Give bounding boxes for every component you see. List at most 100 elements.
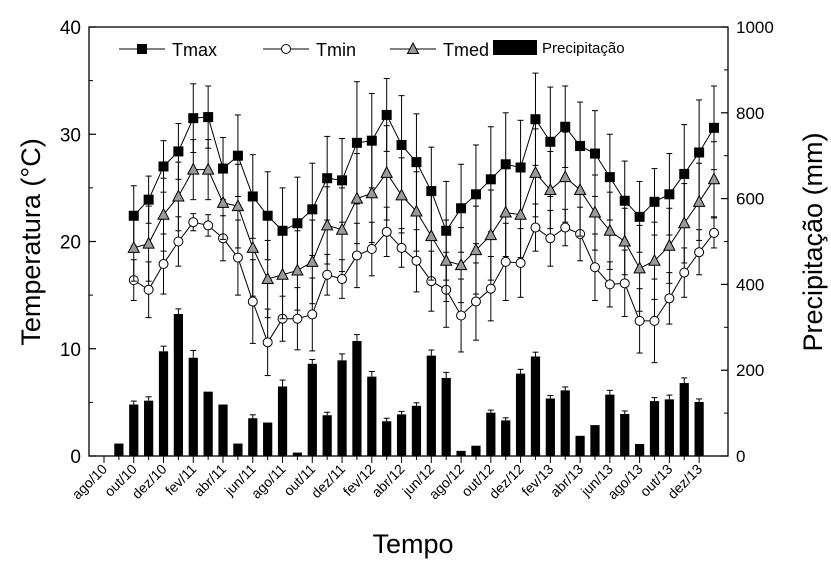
tmax-point [351,137,362,148]
tmed-point [663,238,676,251]
precipitation-bar [144,400,154,456]
legend-marker-tmin [281,44,291,54]
tmed-point [320,218,334,231]
legend-label-tmax: Tmax [172,40,217,60]
precipitation-bar [188,357,198,456]
tmax-point [307,204,318,215]
tmin-point [500,256,511,267]
precipitation-bar [664,399,674,456]
tmin-point [515,257,526,268]
tmin-point [619,278,630,289]
precipitation-bar [605,394,615,456]
tmed-point [216,195,230,208]
tmed-point [424,229,438,242]
plot-frame [88,26,729,457]
tmed-point [231,199,245,212]
x-tick-label: abr/11 [190,461,229,500]
tmin-point [604,279,615,290]
y-right-tick-label: 1000 [736,18,774,37]
tmed-point [157,207,170,220]
legend-label-tmed: Tmed [443,40,489,60]
tmax-point [634,211,645,222]
legend: Tmax Tmin Tmed Precipitação [119,40,625,60]
tmin-point [634,315,645,326]
precipitation-bar [233,443,243,456]
tmin-point [396,242,407,253]
tmax-point [322,173,333,184]
precipitation-bar [396,414,407,456]
tmed-point [529,165,542,178]
tmed-point [544,182,557,196]
tmin-point [649,315,660,326]
precipitation-bar [515,373,526,456]
x-axis-label: Tempo [372,529,453,559]
precipitation-bar [292,452,303,456]
tmax-point [456,203,467,214]
tmin-point [664,293,675,304]
tmed-point [588,205,602,218]
tmin-point [351,250,362,261]
tmin-point [589,262,600,273]
precipitation-bar [337,360,347,456]
x-tick-label: dez/10 [129,461,170,502]
precipitation-bar [248,418,258,456]
tmin-point [322,269,333,280]
y-axis-left-label: Temperatura (°C) [16,138,46,345]
tmax-point [292,218,303,229]
tmed-line [133,169,715,280]
y-right-tick-label: 200 [736,361,764,380]
x-tick-label: ago/11 [248,461,289,502]
tmin-point [173,236,184,247]
tmin-point [485,283,496,294]
tmed-point [558,170,572,183]
precipitation-bar [634,443,645,456]
tmin-point [366,244,377,255]
precipitation-bars [114,308,704,456]
tmed-point [499,205,513,218]
precipitation-bar [694,401,704,456]
precipitation-bar [129,404,139,456]
tmax-point [232,150,243,161]
tmed-point [484,227,498,241]
precipitation-bar [203,391,213,456]
tmin-point [530,222,541,233]
tmin-point [247,296,258,307]
precipitation-bar [411,405,422,456]
tmax-point [262,210,273,221]
tmax-point [143,194,154,205]
precipitation-bar [218,404,228,456]
tmax-point [158,161,169,172]
tmin-point [292,313,303,324]
y-left-tick-label: 40 [60,18,81,39]
legend-swatch-precipitacao [493,40,537,55]
tmax-point [604,172,615,183]
precipitation-bar [322,415,332,456]
tmax-point [500,159,511,170]
legend-label-precipitacao: Precipitação [542,40,625,57]
precipitation-bar [263,422,273,456]
temperature-lines [127,72,721,377]
tmed-point [261,271,274,285]
x-tick-label: abr/13 [547,461,587,501]
tmin-point [694,247,705,258]
tmin-point [456,310,467,321]
tmed-point [677,216,691,229]
precipitation-bar [530,356,541,456]
tmax-point [188,113,199,124]
tmin-point [188,217,199,228]
tmax-point [337,175,348,186]
tmin-point [262,337,273,348]
x-tick-label: dez/12 [486,461,527,502]
tmed-point [246,240,260,253]
y-left-tick-label: 0 [70,447,81,468]
precipitation-bar [382,421,392,456]
tmed-point [692,194,706,207]
tmed-point [142,236,155,249]
tmed-point [707,172,721,185]
tmax-point [589,148,600,159]
tmax-point [694,147,705,158]
precipitation-bar [352,341,362,456]
legend-marker-tmed [406,41,420,54]
precipitation-bar [679,383,689,456]
tmed-point [469,243,483,256]
